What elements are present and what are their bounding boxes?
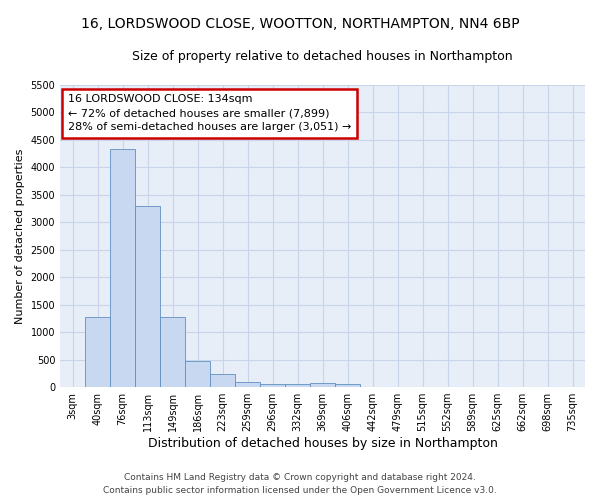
Y-axis label: Number of detached properties: Number of detached properties — [15, 148, 25, 324]
Bar — [135, 206, 160, 387]
Bar — [285, 384, 310, 387]
Text: 16 LORDSWOOD CLOSE: 134sqm
← 72% of detached houses are smaller (7,899)
28% of s: 16 LORDSWOOD CLOSE: 134sqm ← 72% of deta… — [68, 94, 352, 132]
Bar — [185, 360, 210, 387]
Bar — [310, 382, 335, 387]
X-axis label: Distribution of detached houses by size in Northampton: Distribution of detached houses by size … — [148, 437, 497, 450]
Bar — [235, 382, 260, 387]
Bar — [110, 150, 135, 387]
Bar — [160, 317, 185, 387]
Bar — [260, 384, 285, 387]
Text: 16, LORDSWOOD CLOSE, WOOTTON, NORTHAMPTON, NN4 6BP: 16, LORDSWOOD CLOSE, WOOTTON, NORTHAMPTO… — [80, 18, 520, 32]
Title: Size of property relative to detached houses in Northampton: Size of property relative to detached ho… — [132, 50, 513, 63]
Bar — [210, 374, 235, 387]
Bar — [85, 318, 110, 387]
Text: Contains HM Land Registry data © Crown copyright and database right 2024.
Contai: Contains HM Land Registry data © Crown c… — [103, 474, 497, 495]
Bar — [335, 384, 360, 387]
